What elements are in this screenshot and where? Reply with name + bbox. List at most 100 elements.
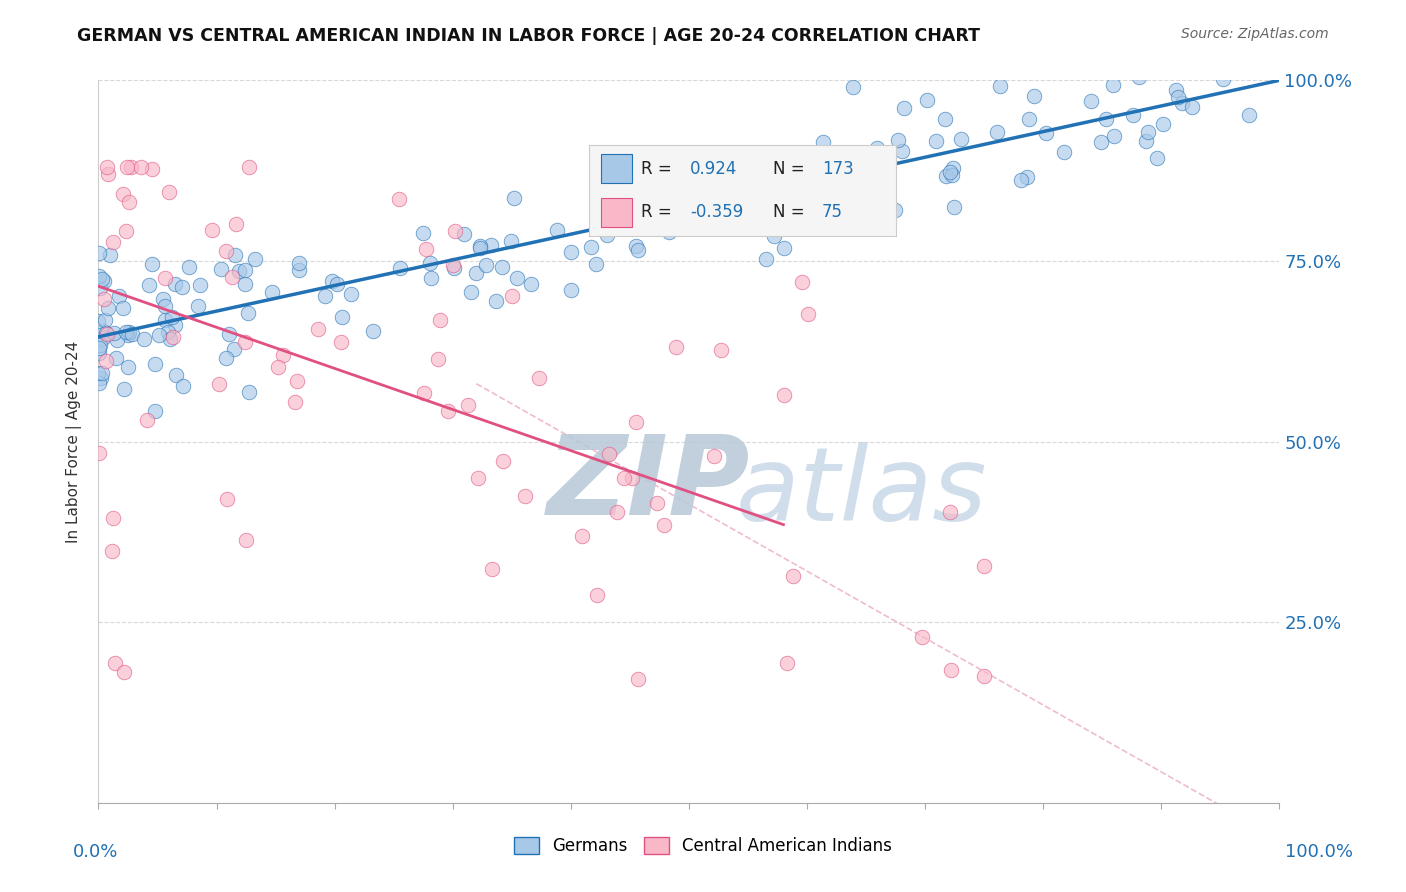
Point xyxy=(710,343,733,358)
Point xyxy=(91,330,114,344)
Legend: Germans, Central American Indians: Germans, Central American Indians xyxy=(508,830,898,862)
Point xyxy=(90,371,112,385)
Point xyxy=(419,271,441,285)
Point xyxy=(93,292,115,306)
Point xyxy=(949,132,972,146)
Point xyxy=(89,281,111,295)
Point xyxy=(893,101,915,115)
Point xyxy=(285,374,308,388)
Point xyxy=(222,343,245,357)
Point xyxy=(754,191,776,205)
Point xyxy=(941,168,963,182)
Point xyxy=(492,454,515,468)
Point xyxy=(820,214,842,228)
Point xyxy=(87,246,110,260)
Point xyxy=(581,240,603,254)
Point xyxy=(267,359,290,374)
Point xyxy=(111,187,134,202)
Point xyxy=(441,259,464,273)
Point xyxy=(1135,134,1157,148)
Point xyxy=(218,326,240,341)
Point xyxy=(790,275,813,289)
Point xyxy=(470,241,492,255)
Point xyxy=(143,357,166,371)
Point xyxy=(1035,126,1057,140)
Point xyxy=(1090,135,1112,149)
Point xyxy=(1128,70,1150,84)
Point xyxy=(165,277,187,292)
Point xyxy=(887,133,910,147)
Point xyxy=(917,93,939,107)
Point xyxy=(793,176,815,190)
Point xyxy=(98,248,121,262)
Point xyxy=(468,238,491,252)
Point xyxy=(1080,94,1102,108)
Point xyxy=(361,324,384,338)
Point xyxy=(153,313,176,327)
Point xyxy=(586,588,609,602)
Point xyxy=(117,327,139,342)
Point xyxy=(560,283,582,297)
Point xyxy=(624,238,647,252)
Point xyxy=(762,228,785,243)
Point xyxy=(481,562,503,576)
Point xyxy=(201,223,224,237)
Point xyxy=(520,277,543,292)
Point xyxy=(172,378,194,392)
Point xyxy=(1212,72,1234,87)
Point xyxy=(96,353,118,368)
Point xyxy=(135,413,157,427)
Point xyxy=(389,260,412,275)
Point xyxy=(935,169,957,183)
Point xyxy=(444,224,467,238)
Point xyxy=(89,338,111,352)
Point xyxy=(1237,108,1260,122)
Point xyxy=(740,205,762,219)
Point xyxy=(768,178,790,193)
Point xyxy=(165,368,187,382)
Point xyxy=(755,252,778,267)
Point xyxy=(321,274,343,288)
Point xyxy=(612,471,634,485)
Point xyxy=(638,189,661,203)
Point xyxy=(571,528,593,542)
Point xyxy=(117,359,139,374)
Point xyxy=(797,307,820,321)
Point xyxy=(460,285,482,299)
Point xyxy=(973,559,995,574)
Point xyxy=(527,370,550,384)
Point xyxy=(1227,59,1250,73)
Point xyxy=(121,327,143,342)
Point xyxy=(112,382,135,396)
Point xyxy=(501,289,523,303)
Point xyxy=(479,238,502,252)
Point xyxy=(159,332,181,346)
Point xyxy=(326,277,349,292)
Point xyxy=(103,326,125,340)
Point xyxy=(243,252,266,267)
Point xyxy=(672,205,695,219)
Point xyxy=(105,333,128,347)
Point xyxy=(104,656,127,670)
Point xyxy=(1102,129,1125,144)
Point xyxy=(87,341,110,355)
Point xyxy=(112,665,135,679)
Point xyxy=(1102,78,1125,92)
Point xyxy=(262,285,284,299)
Point xyxy=(641,189,664,203)
Point xyxy=(162,330,184,344)
Point xyxy=(1022,89,1045,103)
Point xyxy=(307,321,329,335)
Point xyxy=(117,195,139,210)
Point xyxy=(464,266,486,280)
Point xyxy=(624,415,647,429)
Point xyxy=(233,262,256,277)
Point xyxy=(235,533,257,547)
Text: 0.0%: 0.0% xyxy=(73,843,118,861)
Point xyxy=(152,292,174,306)
Point xyxy=(284,395,307,409)
Point xyxy=(703,449,725,463)
Point xyxy=(1095,112,1118,126)
Point xyxy=(734,193,756,207)
Point xyxy=(87,376,110,390)
